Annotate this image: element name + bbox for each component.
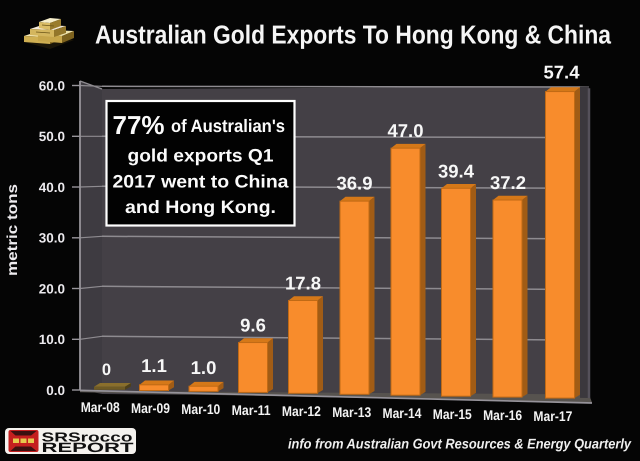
svg-text:47.0: 47.0: [387, 120, 423, 141]
svg-text:77%: 77%: [113, 110, 165, 140]
svg-text:9.6: 9.6: [240, 315, 266, 336]
svg-text:1.1: 1.1: [141, 355, 167, 376]
svg-text:of Australian's: of Australian's: [171, 116, 285, 136]
svg-text:40.0: 40.0: [39, 180, 65, 195]
svg-text:Mar-10: Mar-10: [181, 401, 220, 417]
svg-text:and Hong Kong.: and Hong Kong.: [125, 197, 276, 217]
svg-text:metric tons: metric tons: [5, 184, 21, 276]
svg-text:50.0: 50.0: [39, 129, 65, 144]
svg-text:info from Australian Govt Reso: info from Australian Govt Resources & En…: [288, 436, 632, 452]
svg-text:36.9: 36.9: [336, 173, 372, 194]
svg-text:Mar-14: Mar-14: [383, 405, 422, 421]
svg-text:Mar-09: Mar-09: [131, 400, 170, 416]
svg-text:0.0: 0.0: [46, 383, 65, 398]
svg-text:10.0: 10.0: [39, 332, 65, 347]
svg-text:Mar-16: Mar-16: [483, 407, 522, 423]
svg-text:Mar-12: Mar-12: [282, 403, 321, 419]
svg-text:1.0: 1.0: [191, 357, 217, 378]
svg-text:Mar-15: Mar-15: [433, 406, 472, 422]
svg-text:39.4: 39.4: [438, 161, 475, 182]
svg-text:SRSrocco: SRSrocco: [42, 430, 133, 445]
svg-text:37.2: 37.2: [490, 172, 526, 193]
svg-text:Mar-17: Mar-17: [533, 408, 572, 424]
svg-text:Australian Gold Exports To Hon: Australian Gold Exports To Hong Kong & C…: [95, 20, 611, 50]
svg-text:30.0: 30.0: [39, 231, 65, 246]
svg-text:Mar-08: Mar-08: [81, 399, 120, 415]
svg-text:2017 went to China: 2017 went to China: [113, 172, 290, 192]
svg-text:60.0: 60.0: [39, 78, 65, 93]
svg-text:gold exports Q1: gold exports Q1: [128, 146, 274, 166]
svg-text:Mar-13: Mar-13: [332, 404, 371, 420]
svg-text:17.8: 17.8: [285, 273, 321, 294]
svg-text:Mar-11: Mar-11: [232, 402, 271, 418]
svg-text:0: 0: [102, 361, 111, 379]
svg-text:57.4: 57.4: [543, 62, 580, 83]
svg-text:REPORT: REPORT: [42, 440, 135, 455]
svg-text:20.0: 20.0: [39, 281, 65, 296]
